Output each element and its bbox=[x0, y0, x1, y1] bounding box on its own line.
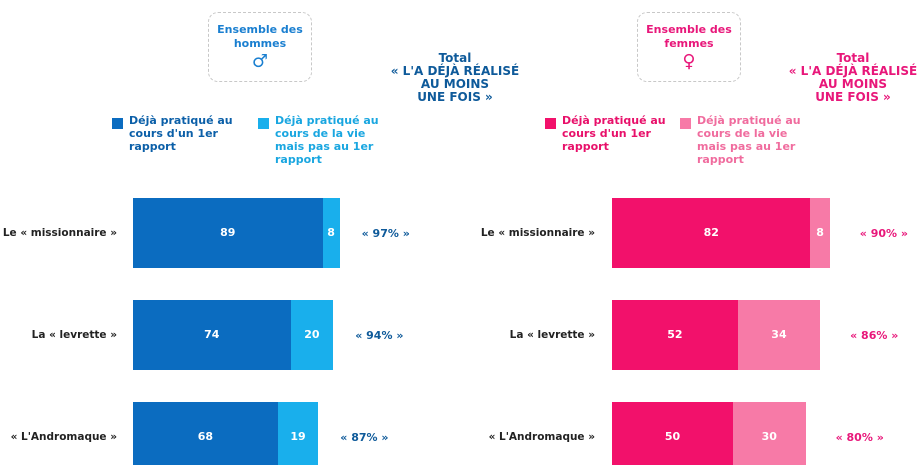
value-label: 8 bbox=[816, 226, 824, 239]
value-label: 74 bbox=[204, 328, 220, 341]
legend-label: Déjà pratiqué au cours de la vie mais pa… bbox=[697, 114, 801, 166]
text-line: « L'A DÉJÀ RÉALISÉ bbox=[788, 64, 918, 78]
text-line: ♂ bbox=[251, 51, 269, 72]
text-line: AU MOINS bbox=[420, 77, 490, 91]
total-header: Total « L'A DÉJÀ RÉALISÉ AU MOINS UNE FOIS … bbox=[778, 52, 922, 104]
legend-label: Déjà pratiqué au cours de la vie mais pa… bbox=[275, 114, 379, 166]
category-label: La « levrette » bbox=[509, 329, 595, 341]
bar-segment bbox=[322, 198, 340, 268]
bar-segment bbox=[290, 300, 334, 370]
legend-label: Déjà pratiqué au cours d'un 1er rapport bbox=[562, 114, 666, 153]
group-box: Ensemble des femmes ♀ bbox=[637, 12, 741, 82]
value-label: 30 bbox=[761, 430, 777, 443]
legend-swatch bbox=[680, 118, 691, 129]
value-label: 19 bbox=[290, 430, 306, 443]
text-line: Ensemble des bbox=[646, 23, 732, 36]
category-label: La « levrette » bbox=[31, 329, 117, 341]
total-header: Total « L'A DÉJÀ RÉALISÉ AU MOINS UNE FOIS … bbox=[380, 52, 530, 104]
total-label: « 94% » bbox=[355, 329, 404, 342]
bar-segment bbox=[133, 198, 323, 268]
text-line: Total bbox=[836, 51, 870, 65]
text-line: Ensemble des bbox=[217, 23, 303, 36]
text-line: ♀ bbox=[682, 51, 696, 72]
legend-swatch bbox=[112, 118, 123, 129]
value-label: 8 bbox=[327, 226, 335, 239]
value-label: 50 bbox=[664, 430, 681, 443]
bar-segment bbox=[612, 402, 733, 465]
value-label: 82 bbox=[703, 226, 719, 239]
total-label: « 97% » bbox=[361, 227, 410, 240]
total-label: « 90% » bbox=[859, 227, 908, 240]
legend-label: Déjà pratiqué au cours d'un 1er rapport bbox=[129, 114, 233, 153]
text-line: hommes bbox=[233, 37, 287, 50]
category-label: Le « missionnaire » bbox=[2, 227, 117, 239]
group-box: Ensemble des hommes ♂ bbox=[208, 12, 312, 82]
category-label: « L'Andromaque » bbox=[488, 431, 595, 443]
total-label: « 80% » bbox=[835, 431, 884, 444]
text-line: AU MOINS bbox=[818, 77, 888, 91]
value-label: 89 bbox=[220, 226, 236, 239]
legend-swatch bbox=[545, 118, 556, 129]
category-label: Le « missionnaire » bbox=[480, 227, 595, 239]
bar-segment bbox=[733, 402, 806, 465]
value-label: 52 bbox=[667, 328, 683, 341]
total-label: « 87% » bbox=[340, 431, 389, 444]
text-line: UNE FOIS » bbox=[815, 90, 891, 104]
text-line: UNE FOIS » bbox=[417, 90, 493, 104]
bar-segment bbox=[810, 198, 830, 268]
legend-swatch bbox=[258, 118, 269, 129]
bar-segment bbox=[612, 300, 738, 370]
value-label: 34 bbox=[771, 328, 787, 341]
bar-segment bbox=[133, 402, 278, 465]
text-line: Total bbox=[438, 51, 472, 65]
text-line: « L'A DÉJÀ RÉALISÉ bbox=[390, 64, 520, 78]
total-label: « 86% » bbox=[850, 329, 899, 342]
text-line: femmes bbox=[664, 37, 714, 50]
bar-segment bbox=[133, 300, 291, 370]
value-label: 20 bbox=[304, 328, 320, 341]
bar-segment bbox=[737, 300, 821, 370]
category-label: « L'Andromaque » bbox=[10, 431, 117, 443]
value-label: 68 bbox=[197, 430, 214, 443]
bar-segment bbox=[277, 402, 319, 465]
bar-segment bbox=[612, 198, 811, 268]
